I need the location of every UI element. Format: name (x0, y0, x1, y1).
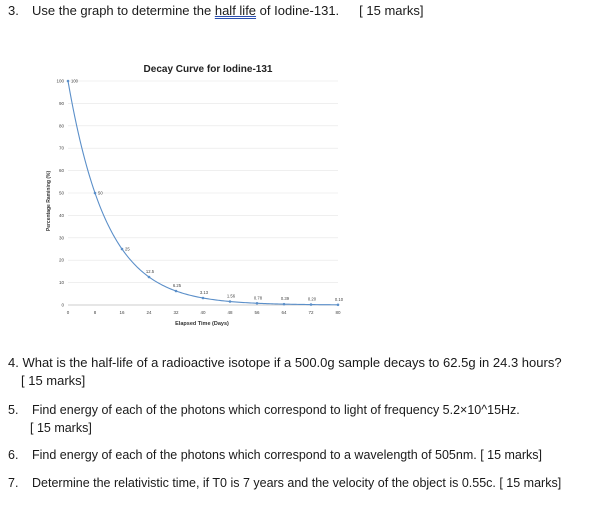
data-label: 0.20 (308, 297, 317, 302)
x-tick-label: 64 (281, 310, 287, 315)
y-tick-label: 20 (59, 258, 65, 263)
data-point (201, 296, 205, 300)
decay-chart: Decay Curve for Iodine-131 Percentage Ra… (46, 64, 344, 327)
question-3-number: 3. (8, 3, 19, 18)
x-tick-label: 80 (335, 310, 341, 315)
x-tick-label: 24 (146, 310, 152, 315)
y-tick-label: 60 (59, 168, 65, 173)
question-5: 5. Find energy of each of the photons whi… (8, 401, 520, 437)
question-5-text: Find energy of each of the photons which… (32, 403, 520, 417)
question-6-text: Find energy of each of the photons which… (32, 448, 543, 462)
chart-title: Decay Curve for Iodine-131 (144, 64, 273, 75)
question-4-text: 4. What is the half-life of a radioactiv… (8, 355, 562, 370)
data-label: 0.39 (281, 296, 290, 301)
question-3-text-after: of Iodine-131. (256, 3, 340, 18)
question-6: 6. Find energy of each of the photons whi… (8, 446, 542, 464)
data-label: 12.5 (146, 269, 155, 274)
data-point (147, 275, 151, 279)
y-tick-label: 100 (56, 79, 64, 84)
question-7: 7. Determine the relativistic time, if T0… (8, 474, 561, 492)
x-tick-label: 8 (94, 310, 97, 315)
question-7-text: Determine the relativistic time, if T0 i… (32, 476, 562, 490)
data-label: 3.13 (200, 290, 209, 295)
y-tick-label: 70 (59, 146, 65, 151)
question-5-number: 5. (8, 403, 19, 417)
data-point (174, 289, 178, 293)
data-label: 25 (125, 247, 130, 252)
data-label: 0.78 (254, 295, 263, 300)
x-tick-label: 56 (254, 310, 260, 315)
data-label: 50 (98, 191, 103, 196)
chart-xlabel: Elapsed Time (Days) (175, 321, 229, 327)
question-3-marks: [ 15 marks] (359, 3, 424, 18)
y-tick-label: 50 (59, 191, 65, 196)
x-tick-label: 40 (200, 310, 206, 315)
y-tick-label: 90 (59, 101, 65, 106)
data-point (336, 303, 340, 307)
question-7-number: 7. (8, 476, 19, 490)
y-tick-label: 80 (59, 123, 65, 128)
x-tick-label: 32 (173, 310, 179, 315)
question-4-marks: [ 15 marks] (21, 373, 86, 388)
data-point (120, 247, 124, 251)
x-tick-label: 72 (308, 310, 314, 315)
y-tick-label: 0 (61, 303, 64, 308)
data-point (93, 191, 97, 195)
question-3: 3. Use the graph to determine the half li… (8, 2, 423, 20)
y-tick-label: 30 (59, 235, 65, 240)
y-tick-label: 10 (59, 280, 65, 285)
data-point (309, 303, 313, 306)
data-label: 100 (71, 79, 79, 84)
data-point (255, 301, 259, 305)
chart-ylabel: Percentage Ramining (%) (46, 171, 52, 232)
question-4: 4. What is the half-life of a radioactiv… (8, 354, 562, 390)
question-6-number: 6. (8, 448, 19, 462)
data-point (66, 79, 70, 83)
data-label: 1.56 (227, 294, 236, 299)
question-5-marks: [ 15 marks] (30, 421, 92, 435)
data-label: 0.10 (335, 297, 344, 302)
half-life-link[interactable]: half life (214, 3, 257, 18)
question-3-text-before: Use the graph to determine the (32, 3, 215, 18)
data-label: 6.25 (173, 283, 182, 288)
x-tick-label: 16 (119, 310, 125, 315)
x-tick-label: 0 (67, 310, 70, 315)
data-point (228, 300, 232, 303)
x-tick-label: 48 (227, 310, 233, 315)
y-tick-label: 40 (59, 213, 65, 218)
data-point (282, 302, 286, 306)
